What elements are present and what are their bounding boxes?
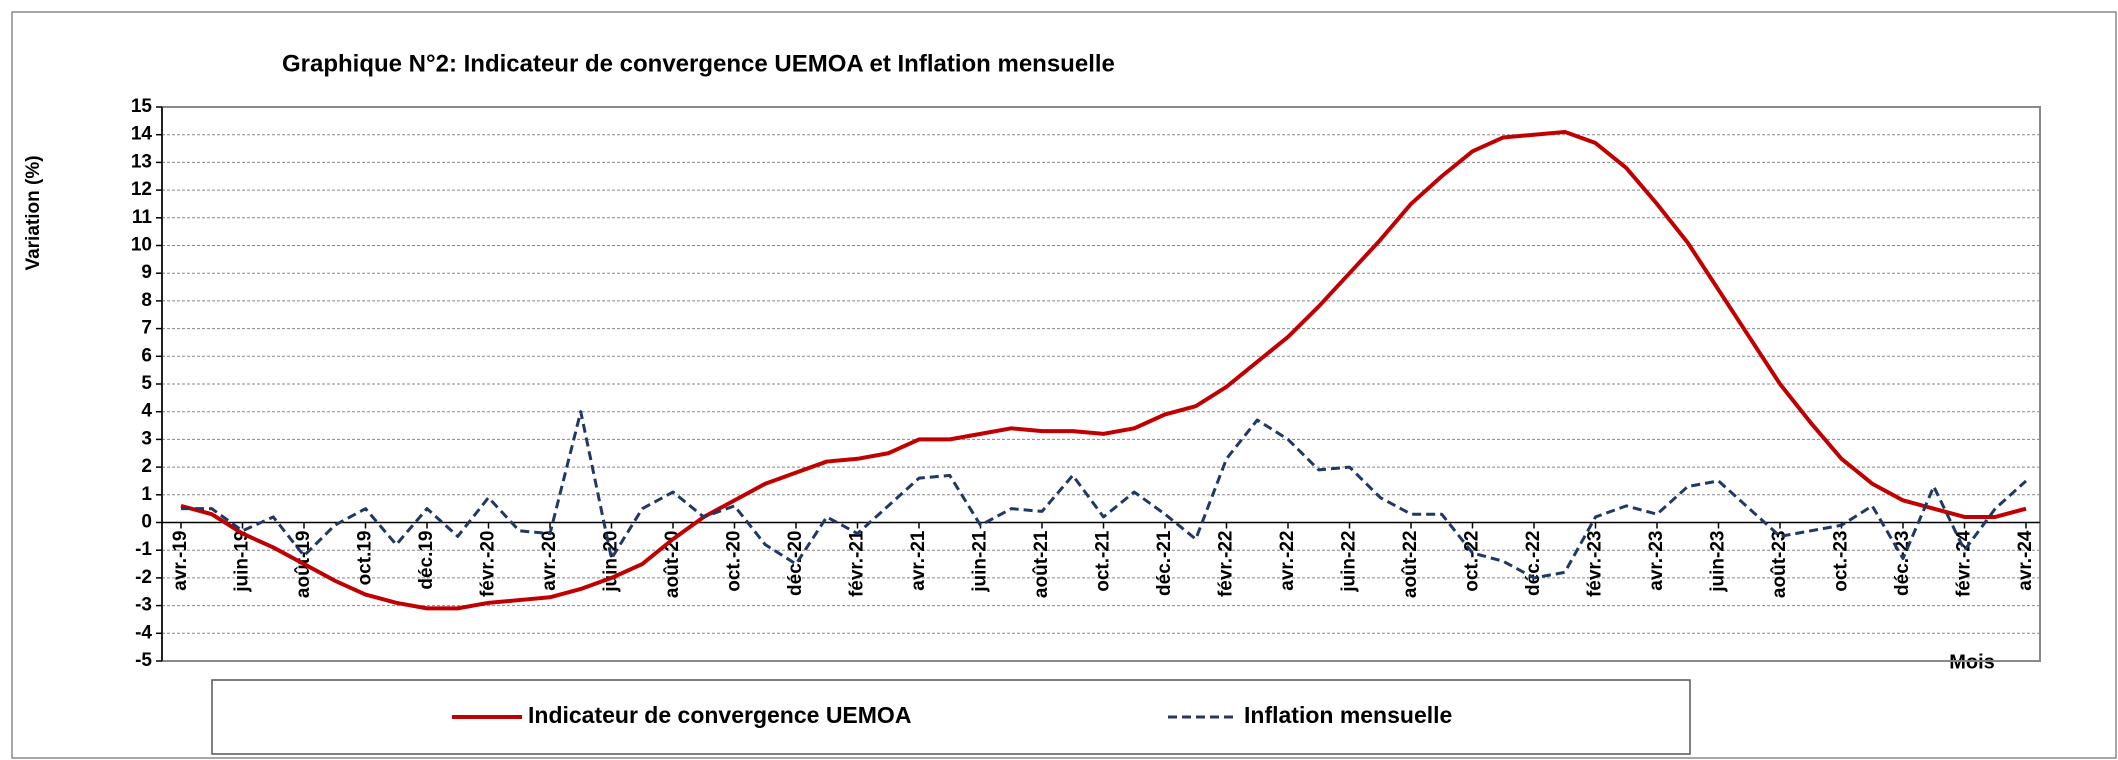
x-tick-label: oct.-22 [1462,531,1483,592]
y-tick-label: 11 [132,207,153,228]
x-tick-label: oct.-20 [724,531,745,592]
y-tick-label: 4 [141,401,152,422]
x-tick-label: avr.-19 [170,531,191,591]
y-tick-label: -2 [135,567,152,588]
x-tick-label: août-20 [662,531,683,599]
x-tick-label: avr.-22 [1277,531,1298,591]
x-tick-label: févr.-22 [1216,531,1237,598]
x-tick-label: juin-22 [1339,531,1360,593]
legend-box [211,679,1691,755]
x-tick-label: avr.-24 [2015,530,2036,591]
series-line [181,410,2028,580]
x-tick-label: avr.-20 [539,531,560,591]
x-tick-label: déc.-21 [1154,530,1175,596]
legend-label: Indicateur de convergence UEMOA [528,702,911,728]
y-tick-label: 7 [141,318,152,339]
x-tick-label: juin-23 [1708,531,1729,593]
x-tick-label: avr.-21 [908,530,929,591]
x-tick-label: août-22 [1400,531,1421,599]
y-axis-label: Variation (%) [23,155,44,270]
y-tick-label: 14 [131,124,153,145]
x-tick-label: févr.-21 [847,530,868,597]
y-tick-label: 10 [131,235,152,256]
x-tick-label: juin-20 [601,531,622,593]
y-tick-label: 15 [131,96,153,117]
x-axis-label: Mois [1949,651,1995,673]
y-tick-label: 0 [141,512,152,533]
y-tick-label: 2 [141,456,152,477]
x-tick-label: oct.-21 [1093,530,1114,592]
chart-border [11,11,2117,759]
x-tick-label: oct.19 [355,531,376,586]
y-tick-label: -5 [135,650,152,671]
x-tick-label: août-21 [1031,530,1052,598]
x-tick-label: déc.19 [416,531,437,590]
x-tick-label: juin-19 [232,531,253,593]
chart-title: Graphique N°2: Indicateur de convergence… [282,50,1115,77]
x-tick-label: déc.-23 [1892,531,1913,596]
x-tick-label: déc.-20 [785,531,806,596]
x-tick-label: févr.-23 [1585,531,1606,598]
series-line [180,129,2027,611]
y-tick-label: -1 [135,539,152,560]
y-tick-label: 5 [141,373,152,394]
y-tick-label: 3 [141,428,152,449]
y-tick-label: 8 [141,290,152,311]
x-tick-label: avr.-23 [1646,531,1667,591]
x-tick-label: août-23 [1769,531,1790,599]
y-tick-label: 6 [141,345,152,366]
x-tick-label: févr.-20 [478,531,499,598]
x-tick-label: févr.-24 [1954,530,1975,597]
y-tick-label: 1 [141,484,152,505]
x-tick-label: oct.-23 [1831,531,1852,592]
y-tick-label: -3 [135,595,152,616]
y-tick-label: 12 [131,179,152,200]
legend-label: Inflation mensuelle [1244,702,1452,728]
y-tick-label: -4 [135,622,152,643]
y-tick-label: 13 [131,151,152,172]
y-tick-label: 9 [141,262,152,283]
x-tick-label: juin-21 [970,530,991,593]
x-tick-label: déc.-22 [1523,531,1544,596]
